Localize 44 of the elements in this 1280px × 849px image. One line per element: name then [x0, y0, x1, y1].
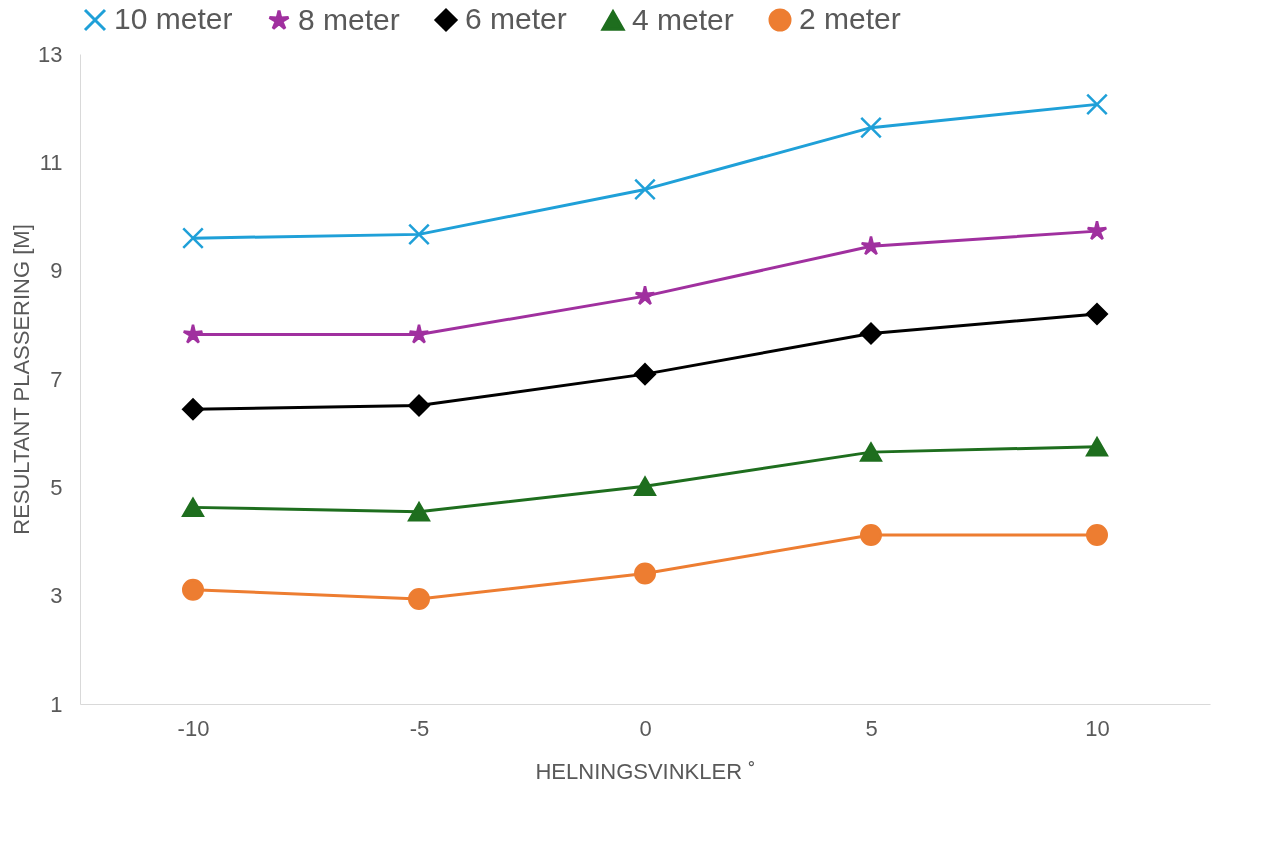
- point: [1086, 220, 1108, 241]
- point: [634, 363, 656, 386]
- point: [860, 442, 882, 462]
- legend-label: 8 meter: [298, 2, 400, 36]
- y-axis-title: RESULTANT PLASSERING [M]: [9, 224, 35, 535]
- point: [408, 502, 430, 522]
- point: [634, 178, 656, 201]
- x-tick-label: 0: [639, 715, 652, 741]
- point: [860, 116, 882, 139]
- y-tick-label: 1: [50, 691, 63, 717]
- point: [182, 398, 204, 421]
- x-tick-label: -10: [177, 715, 210, 741]
- point: [182, 578, 204, 601]
- legend-label: 2 meter: [799, 2, 901, 35]
- x-tick-label: 10: [1085, 715, 1110, 741]
- y-tick-label: 5: [50, 474, 63, 500]
- point: [1086, 303, 1108, 325]
- point: [860, 235, 882, 256]
- point: [182, 323, 204, 344]
- point: [634, 562, 656, 585]
- legend-label: 4 meter: [632, 2, 734, 36]
- point: [1086, 93, 1108, 116]
- point: [182, 497, 204, 518]
- y-tick-label: 13: [38, 41, 63, 67]
- point: [1086, 524, 1108, 546]
- point: [634, 476, 656, 496]
- x-tick-label: 5: [865, 715, 878, 741]
- point: [182, 227, 204, 250]
- y-tick-label: 9: [50, 258, 63, 284]
- point: [860, 524, 882, 546]
- point: [634, 285, 656, 306]
- legend-label: 10 meter: [114, 2, 233, 35]
- point: [860, 322, 882, 345]
- x-tick-label: -5: [409, 715, 430, 741]
- point: [1086, 437, 1108, 457]
- y-tick-label: 3: [50, 583, 63, 609]
- point: [408, 394, 430, 417]
- y-tick-label: 7: [50, 366, 63, 392]
- point: [408, 323, 430, 344]
- y-tick-label: 11: [39, 149, 63, 175]
- point: [408, 223, 430, 246]
- x-axis-title: HELNINGSVINKLER ˚: [535, 758, 756, 784]
- legend-label: 6 meter: [465, 2, 567, 35]
- point: [408, 587, 430, 610]
